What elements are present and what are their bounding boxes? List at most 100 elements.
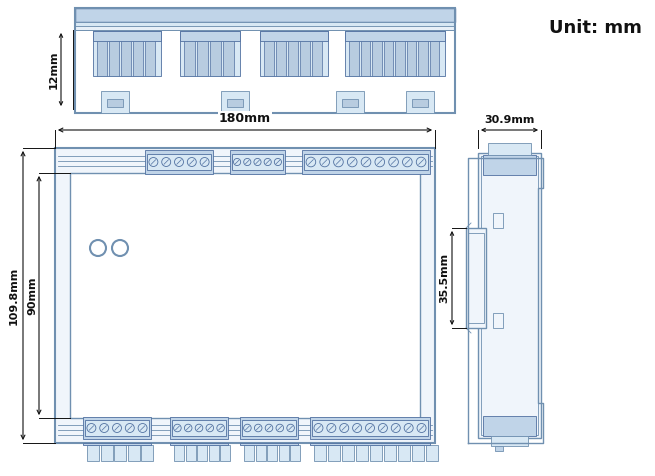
Bar [83, 417, 151, 439]
Bar [328, 445, 341, 461]
Text: 30.9mm: 30.9mm [484, 115, 534, 125]
Bar [208, 445, 219, 461]
Bar [495, 446, 503, 451]
Bar [336, 91, 364, 113]
Bar [244, 445, 254, 461]
Bar [93, 31, 161, 41]
Bar [55, 148, 435, 443]
Bar [170, 417, 228, 439]
Bar [260, 31, 328, 41]
Bar [491, 436, 528, 446]
Bar [255, 445, 265, 461]
Bar [493, 213, 503, 228]
Bar [312, 41, 322, 76]
Bar [356, 445, 368, 461]
Bar [483, 155, 536, 175]
Bar [145, 150, 213, 174]
Bar [478, 153, 541, 438]
Bar [395, 41, 405, 76]
Bar [418, 41, 428, 76]
Bar [100, 445, 113, 461]
Bar [232, 154, 283, 170]
Bar [483, 416, 536, 436]
Bar [260, 31, 328, 76]
Bar [141, 445, 153, 461]
Bar [114, 445, 126, 461]
Bar [407, 41, 416, 76]
Bar [412, 99, 428, 107]
Bar [184, 41, 195, 76]
Bar [170, 443, 228, 445]
Bar [197, 41, 208, 76]
Text: Unit: mm: Unit: mm [549, 19, 641, 37]
Bar [288, 41, 298, 76]
Bar [70, 173, 420, 418]
Bar [101, 91, 129, 113]
Bar [145, 41, 155, 76]
Bar [240, 417, 298, 439]
Bar [466, 228, 486, 328]
Bar [97, 41, 107, 76]
Bar [276, 41, 286, 76]
Bar [220, 445, 230, 461]
Bar [264, 41, 274, 76]
Bar [383, 41, 393, 76]
Bar [197, 445, 207, 461]
Bar [398, 445, 410, 461]
Bar [221, 91, 249, 113]
Bar [342, 445, 354, 461]
Bar [370, 445, 383, 461]
Bar [75, 8, 455, 113]
Text: 90mm: 90mm [27, 276, 37, 315]
Bar [185, 445, 195, 461]
Bar [147, 154, 211, 170]
Bar [75, 26, 455, 30]
Bar [302, 150, 430, 174]
Bar [107, 99, 123, 107]
Bar [310, 443, 430, 445]
Bar [481, 156, 538, 435]
Text: 180mm: 180mm [219, 112, 271, 125]
Bar [345, 31, 445, 76]
Bar [133, 41, 143, 76]
Bar [240, 443, 298, 445]
Bar [87, 445, 99, 461]
Bar [227, 99, 243, 107]
Bar [83, 443, 151, 445]
Bar [314, 445, 326, 461]
Bar [406, 91, 434, 113]
Bar [172, 420, 226, 436]
Bar [85, 420, 149, 436]
Bar [174, 445, 184, 461]
Bar [300, 41, 310, 76]
Bar [93, 31, 161, 76]
Bar [488, 143, 531, 155]
Bar [468, 233, 484, 323]
Bar [180, 31, 240, 76]
Bar [210, 41, 221, 76]
Text: 12mm: 12mm [49, 50, 59, 89]
Text: 109.8mm: 109.8mm [9, 267, 19, 325]
Bar [75, 8, 455, 22]
Bar [223, 41, 234, 76]
Bar [345, 31, 445, 41]
Bar [180, 31, 240, 41]
Bar [349, 41, 358, 76]
Bar [360, 41, 370, 76]
Bar [342, 99, 358, 107]
Bar [242, 420, 296, 436]
Bar [430, 41, 439, 76]
Bar [128, 445, 140, 461]
Bar [310, 417, 430, 439]
Bar [278, 445, 288, 461]
Bar [121, 41, 131, 76]
Bar [230, 150, 285, 174]
Bar [493, 313, 503, 328]
Bar [304, 154, 428, 170]
Bar [109, 41, 119, 76]
Text: 35.5mm: 35.5mm [439, 253, 449, 303]
Bar [411, 445, 424, 461]
Bar [290, 445, 300, 461]
Bar [384, 445, 396, 461]
Bar [75, 22, 455, 26]
